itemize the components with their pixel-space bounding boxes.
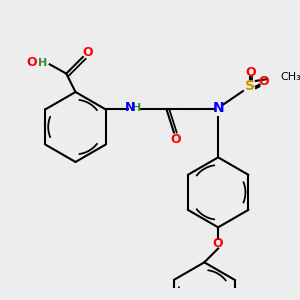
- Text: O: O: [258, 75, 268, 88]
- Text: O: O: [170, 134, 181, 146]
- Text: CH₃: CH₃: [281, 72, 300, 82]
- Text: H: H: [38, 58, 47, 68]
- Text: N: N: [212, 100, 224, 115]
- Text: O: O: [82, 46, 93, 59]
- Text: S: S: [245, 80, 255, 94]
- Text: O: O: [245, 66, 256, 79]
- Text: H: H: [132, 103, 141, 112]
- Text: O: O: [213, 237, 224, 250]
- Text: O: O: [26, 56, 37, 69]
- Text: N: N: [125, 101, 136, 114]
